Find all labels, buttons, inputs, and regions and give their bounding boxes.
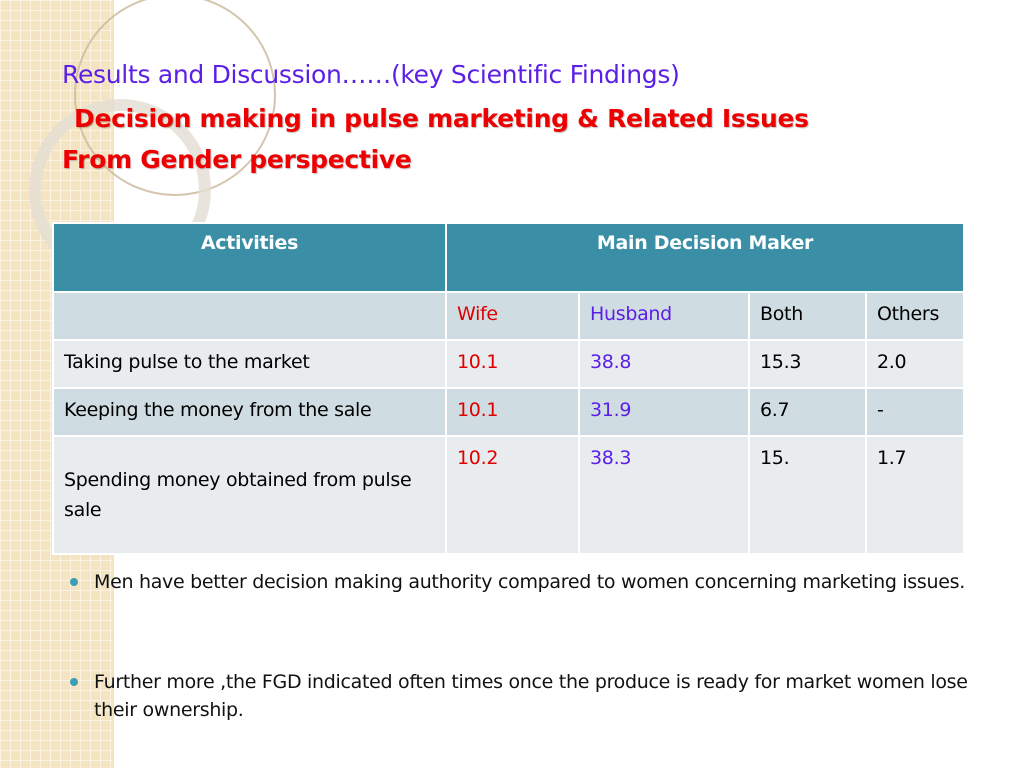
slide-subtitle-line2: From Gender perspective — [62, 145, 412, 174]
table-row: Spending money obtained from pulse sale … — [52, 435, 965, 555]
bullet-icon — [70, 678, 78, 686]
cell-wife: 10.1 — [445, 387, 580, 437]
cell-both: 6.7 — [748, 387, 867, 437]
cell-husband: 38.8 — [578, 339, 750, 389]
subheader-both: Both — [748, 291, 867, 341]
table-row: Keeping the money from the sale 10.1 31.… — [52, 387, 965, 437]
cell-husband: 38.3 — [578, 435, 750, 555]
cell-activity: Spending money obtained from pulse sale — [52, 435, 447, 555]
table-row: Taking pulse to the market 10.1 38.8 15.… — [52, 339, 965, 389]
subheader-blank — [52, 291, 447, 341]
cell-others: 2.0 — [865, 339, 965, 389]
bullet-icon — [70, 578, 78, 586]
subheader-husband: Husband — [578, 291, 750, 341]
cell-activity: Keeping the money from the sale — [52, 387, 447, 437]
table-subheader-row: Wife Husband Both Others — [52, 291, 965, 341]
subheader-wife: Wife — [445, 291, 580, 341]
cell-others: - — [865, 387, 965, 437]
cell-wife: 10.2 — [445, 435, 580, 555]
cell-activity: Taking pulse to the market — [52, 339, 447, 389]
cell-wife: 10.1 — [445, 339, 580, 389]
bullet-item: Further more ,the FGD indicated often ti… — [70, 668, 974, 724]
bullet-text: Further more ,the FGD indicated often ti… — [94, 671, 968, 721]
slide-title: Results and Discussion……(key Scientific … — [62, 60, 680, 89]
cell-both: 15. — [748, 435, 867, 555]
bullet-text: Men have better decision making authorit… — [94, 571, 965, 593]
cell-husband: 31.9 — [578, 387, 750, 437]
table-header-row: Activities Main Decision Maker — [52, 222, 965, 293]
decorative-arcs — [29, 0, 276, 260]
subheader-others: Others — [865, 291, 965, 341]
decision-table: Activities Main Decision Maker Wife Husb… — [52, 222, 965, 555]
cell-others: 1.7 — [865, 435, 965, 555]
slide-subtitle-line1: Decision making in pulse marketing & Rel… — [74, 104, 809, 133]
header-main-decision-maker: Main Decision Maker — [445, 222, 965, 293]
header-activities: Activities — [52, 222, 447, 293]
bullet-item: Men have better decision making authorit… — [70, 568, 974, 596]
cell-both: 15.3 — [748, 339, 867, 389]
